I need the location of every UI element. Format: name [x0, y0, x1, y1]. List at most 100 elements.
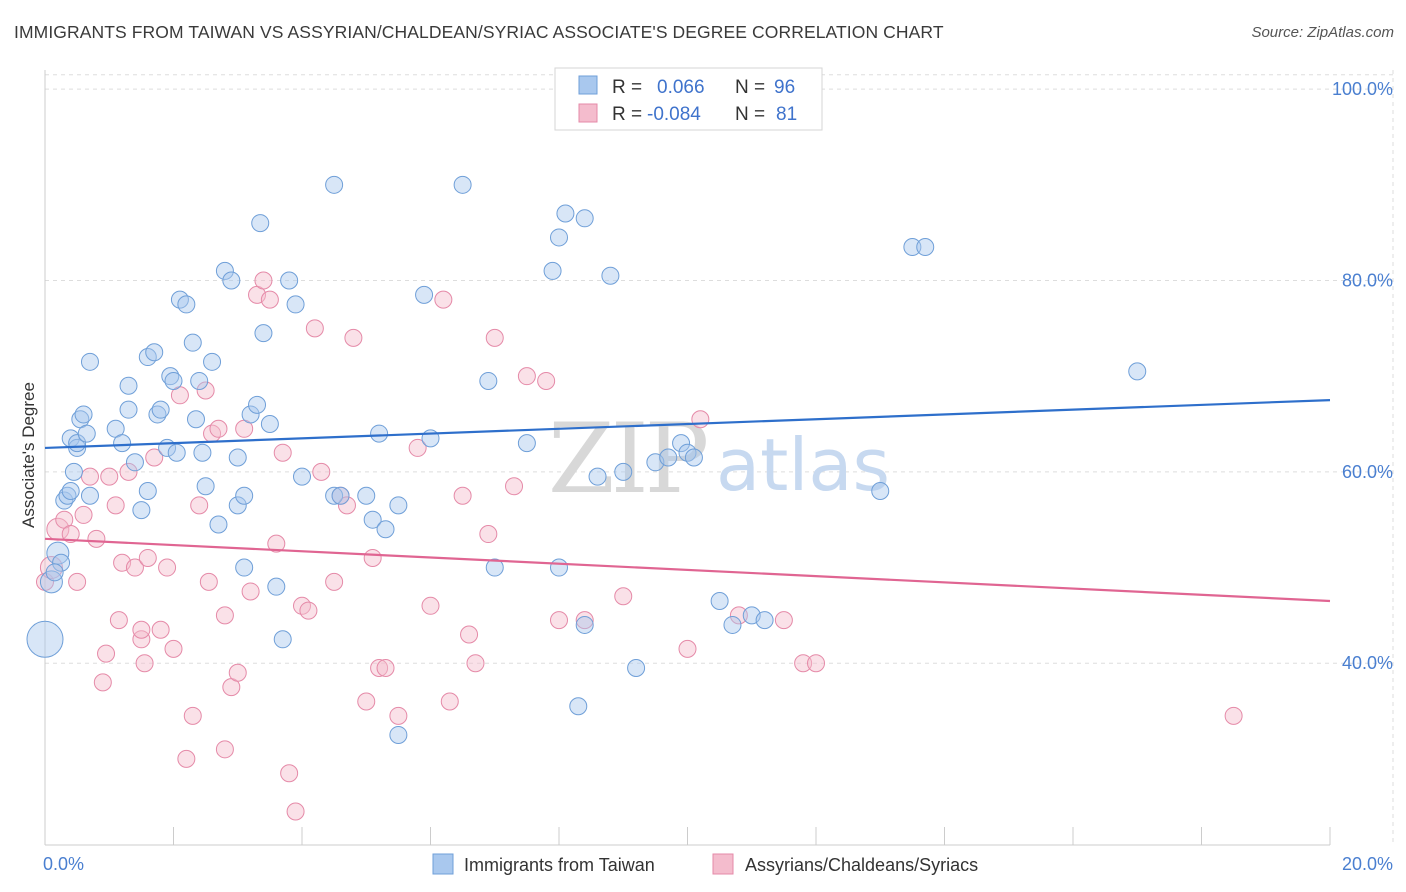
- series-assyrians-points: [36, 271, 1243, 821]
- point-pink-60: [434, 290, 453, 309]
- point-pink-76: [774, 611, 793, 630]
- point-pink-39: [254, 271, 273, 290]
- point-pink-27: [183, 706, 202, 725]
- point-blue-78: [601, 266, 620, 285]
- bottom-legend-label-taiwan: Immigrants from Taiwan: [464, 855, 655, 875]
- point-blue-71: [550, 228, 568, 247]
- point-blue-1: [39, 570, 63, 594]
- trend-line-pink: [44, 537, 1331, 603]
- point-blue-68: [485, 558, 504, 577]
- point-pink-40: [260, 290, 279, 309]
- legend-r-value-1: -0.084: [647, 104, 701, 125]
- point-blue-8: [64, 462, 83, 481]
- point-pink-8: [87, 529, 106, 548]
- axes: [44, 70, 1331, 846]
- point-pink-20: [138, 548, 157, 567]
- x-tick-labels: 0.0% 20.0%: [43, 854, 1393, 874]
- point-pink-26: [177, 749, 196, 768]
- point-blue-43: [235, 486, 254, 505]
- point-blue-91: [903, 238, 922, 257]
- legend-box: R = 0.066 N = 96 R = -0.084 N = 81: [554, 67, 823, 131]
- point-pink-52: [344, 328, 363, 347]
- bottom-legend-swatch-pink: [712, 853, 734, 875]
- point-blue-38: [203, 352, 222, 371]
- point-blue-80: [627, 658, 646, 677]
- point-blue-3: [52, 553, 71, 572]
- point-pink-10: [97, 644, 116, 663]
- point-pink-17: [132, 630, 151, 649]
- point-pink-4: [61, 525, 80, 544]
- legend-r-label-1: R =: [612, 104, 642, 125]
- point-blue-0: [26, 620, 64, 658]
- point-pink-61: [440, 692, 459, 711]
- point-pink-32: [209, 419, 228, 438]
- point-pink-53: [357, 692, 376, 711]
- legend-r-value-0: 0.066: [657, 77, 705, 98]
- point-blue-52: [280, 271, 299, 290]
- y-tick-label-100: 100.0%: [1332, 79, 1393, 99]
- point-pink-11: [100, 467, 119, 486]
- point-blue-64: [415, 285, 434, 304]
- point-pink-23: [158, 558, 177, 577]
- point-blue-55: [325, 175, 344, 194]
- point-blue-39: [209, 515, 228, 534]
- point-blue-19: [119, 376, 138, 395]
- point-blue-30: [167, 443, 186, 462]
- point-pink-35: [228, 663, 247, 682]
- point-blue-73: [556, 204, 575, 223]
- point-pink-28: [190, 496, 209, 515]
- point-blue-62: [389, 496, 408, 515]
- legend-n-value-1: 81: [776, 104, 797, 125]
- x-tick-label-min: 0.0%: [43, 854, 84, 874]
- point-blue-4: [55, 491, 74, 510]
- point-pink-5: [68, 572, 87, 591]
- point-pink-29: [196, 381, 215, 400]
- point-blue-6: [61, 481, 80, 500]
- bottom-legend-label-assyrians: Assyrians/Chaldeans/Syriacs: [745, 855, 978, 875]
- x-tick-label-max: 20.0%: [1342, 854, 1393, 874]
- point-blue-63: [389, 725, 408, 744]
- trend-lines: [44, 398, 1331, 603]
- point-pink-12: [106, 496, 125, 515]
- point-blue-90: [871, 481, 890, 500]
- point-pink-77: [794, 654, 813, 673]
- point-pink-47: [305, 319, 324, 338]
- point-blue-37: [196, 477, 215, 496]
- point-blue-83: [672, 434, 691, 453]
- point-blue-53: [286, 295, 305, 314]
- bottom-legend-swatch-blue: [432, 853, 454, 875]
- point-pink-41: [267, 534, 286, 553]
- point-pink-66: [485, 328, 504, 347]
- point-pink-79: [1224, 706, 1243, 725]
- y-axis-title: Associate's Degree: [19, 382, 38, 528]
- point-blue-17: [113, 434, 132, 453]
- legend-r-label-0: R =: [612, 77, 642, 98]
- point-blue-50: [267, 577, 286, 596]
- point-blue-58: [357, 486, 376, 505]
- point-pink-42: [273, 443, 292, 462]
- point-blue-24: [145, 343, 164, 362]
- point-blue-45: [241, 405, 260, 424]
- y-tick-label-40: 40.0%: [1342, 653, 1393, 673]
- point-pink-33: [215, 606, 234, 625]
- point-blue-56: [325, 486, 344, 505]
- point-blue-26: [151, 400, 170, 419]
- point-pink-65: [479, 525, 498, 544]
- point-pink-44: [286, 802, 305, 821]
- watermark: ZIP atlas: [548, 403, 890, 515]
- point-blue-12: [74, 405, 93, 424]
- legend-n-label-1: N =: [735, 104, 765, 125]
- point-pink-51: [337, 496, 356, 515]
- point-blue-51: [273, 630, 292, 649]
- point-blue-13: [77, 424, 96, 443]
- point-blue-57: [331, 486, 350, 505]
- point-pink-57: [389, 706, 408, 725]
- point-pink-73: [678, 639, 697, 658]
- point-blue-61: [376, 520, 395, 539]
- point-blue-85: [684, 448, 703, 467]
- point-pink-68: [517, 367, 536, 386]
- point-blue-54: [293, 467, 311, 486]
- point-blue-79: [614, 462, 633, 481]
- point-pink-70: [550, 611, 568, 630]
- point-pink-62: [453, 486, 472, 505]
